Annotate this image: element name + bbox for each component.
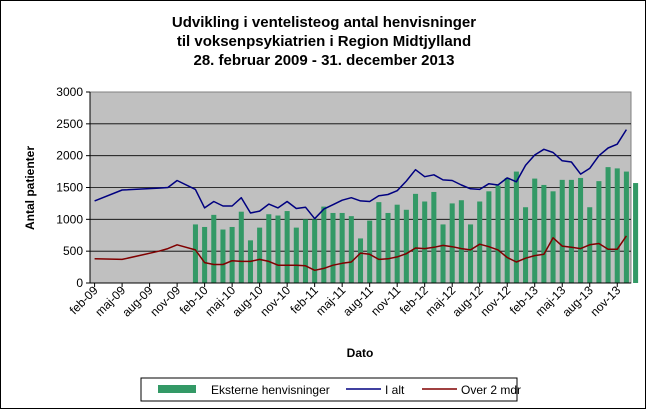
bar-eksterne-henvisninger: [293, 227, 299, 283]
legend-label-eksterne-henvisninger: Eksterne henvisninger: [211, 383, 330, 397]
chart-title-line-1: Udvikling i ventelisteog antal henvisnin…: [172, 14, 476, 31]
bar-eksterne-henvisninger: [211, 214, 217, 283]
x-tick-label: nov-11: [368, 283, 403, 318]
bar-eksterne-henvisninger: [357, 238, 364, 283]
bar-eksterne-henvisninger: [486, 191, 492, 283]
bar-eksterne-henvisninger: [614, 168, 620, 283]
legend-box: [140, 377, 518, 402]
bar-eksterne-henvisninger: [330, 212, 336, 283]
bar-eksterne-henvisninger: [220, 229, 226, 283]
bar-eksterne-henvisninger: [468, 224, 474, 283]
bar-eksterne-henvisninger: [394, 204, 400, 283]
bar-eksterne-henvisninger: [578, 177, 584, 283]
x-tick-labels: feb-09maj-09aug-09nov-09feb-10maj-10aug-…: [67, 283, 624, 320]
bar-eksterne-henvisninger: [477, 201, 483, 283]
x-axis-title: Dato: [347, 346, 374, 360]
bar-eksterne-henvisninger: [403, 209, 409, 283]
x-tick-label: nov-09: [147, 283, 183, 319]
bar-eksterne-henvisninger: [367, 220, 373, 283]
bar-eksterne-henvisninger: [312, 219, 318, 283]
bar-eksterne-henvisninger: [504, 177, 510, 283]
x-tick-label: aug-13: [559, 283, 596, 320]
bar-eksterne-henvisninger: [412, 193, 419, 283]
bar-eksterne-henvisninger: [532, 178, 538, 283]
y-tick-label: 500: [63, 244, 83, 258]
bar-eksterne-henvisninger: [458, 200, 464, 283]
bar-eksterne-henvisninger: [541, 184, 547, 283]
y-tick-label: 2500: [56, 117, 83, 131]
bar-eksterne-henvisninger: [202, 226, 208, 283]
legend-label-over-2-mdr: Over 2 mdr: [461, 383, 521, 397]
bar-eksterne-henvisninger: [440, 224, 446, 283]
x-tick-label: nov-12: [477, 283, 513, 319]
y-tick-label: 1000: [56, 212, 83, 226]
y-tick-label: 3000: [56, 85, 83, 99]
y-axis-title: Antal patienter: [23, 146, 37, 230]
line-over-2-mdr: [94, 235, 628, 272]
bar-eksterne-henvisninger: [266, 214, 272, 283]
y-tick-label: 1500: [56, 181, 83, 195]
x-tick-label: aug-11: [340, 283, 376, 319]
bar-eksterne-henvisninger: [302, 219, 309, 283]
legend-label-i-alt: I alt: [385, 383, 405, 397]
bar-eksterne-henvisninger: [559, 179, 565, 283]
y-tick-label: 2000: [56, 149, 83, 163]
bar-eksterne-henvisninger: [229, 226, 235, 283]
bar-eksterne-henvisninger: [339, 212, 345, 283]
bar-eksterne-henvisninger: [623, 171, 629, 283]
bar-eksterne-henvisninger: [495, 185, 501, 283]
x-tick-label: nov-13: [587, 283, 623, 319]
x-tick-label: aug-09: [119, 283, 156, 320]
bar-eksterne-henvisninger: [449, 203, 455, 283]
bar-eksterne-henvisninger: [523, 207, 529, 283]
x-tick-label: nov-10: [257, 283, 293, 319]
y-tick-labels: 0 500 1000 1500 2000 2500 3000: [56, 85, 90, 290]
bar-eksterne-henvisninger: [596, 181, 602, 283]
bar-eksterne-henvisninger: [376, 202, 382, 283]
bar-eksterne-henvisninger: [568, 179, 574, 283]
chart-title-line-3: 28. februar 2009 - 31. december 2013: [194, 52, 455, 69]
bar-eksterne-henvisninger: [431, 191, 437, 283]
x-tick-label: aug-10: [229, 283, 266, 320]
bar-eksterne-henvisninger: [192, 224, 198, 283]
x-tick-label: aug-12: [449, 283, 486, 320]
line-series: [94, 129, 628, 272]
bar-eksterne-henvisninger: [284, 211, 290, 283]
bar-eksterne-henvisninger: [348, 216, 354, 283]
bar-eksterne-henvisninger: [513, 171, 519, 283]
bar-eksterne-henvisninger: [385, 212, 391, 283]
y-tick-label: 0: [76, 276, 83, 290]
legend: Eksterne henvisninger I alt Over 2 mdr: [140, 377, 521, 402]
bar-eksterne-henvisninger: [422, 201, 428, 283]
bar-eksterne-henvisninger: [238, 211, 244, 283]
bar-eksterne-henvisninger: [633, 183, 639, 283]
legend-swatch-eksterne-henvisninger: [158, 385, 196, 393]
chart-title-line-2: til voksenpsykiatrien i Region Midtjylla…: [177, 33, 471, 50]
gridlines: [90, 123, 631, 252]
bar-eksterne-henvisninger: [605, 167, 611, 283]
line-i-alt: [94, 129, 628, 220]
bar-series-eksterne-henvisninger: [192, 167, 639, 283]
bar-eksterne-henvisninger: [257, 227, 263, 283]
bar-eksterne-henvisninger: [321, 206, 327, 283]
bar-eksterne-henvisninger: [275, 215, 281, 283]
